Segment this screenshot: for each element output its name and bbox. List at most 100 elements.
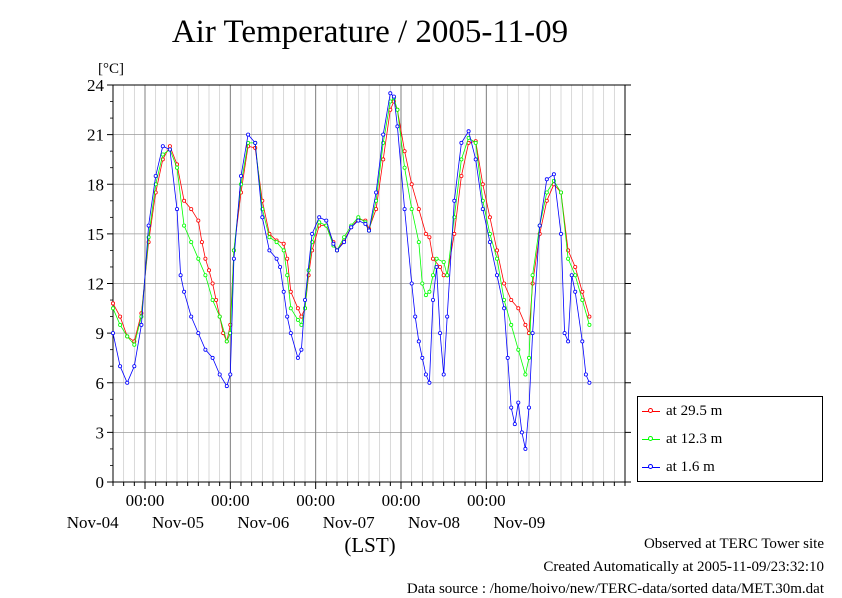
data-point: [139, 314, 144, 319]
data-point: [580, 289, 585, 294]
data-point: [562, 331, 567, 336]
data-point: [267, 248, 272, 253]
data-point: [299, 322, 304, 327]
data-point: [569, 273, 574, 278]
legend-marker-1-6m: [642, 460, 660, 474]
data-point: [445, 314, 450, 319]
data-point: [111, 331, 116, 336]
data-point: [459, 157, 464, 162]
data-point: [494, 248, 499, 253]
data-point: [459, 173, 464, 178]
data-point: [402, 165, 407, 170]
data-point: [217, 372, 222, 377]
data-point: [423, 293, 428, 298]
data-point: [516, 347, 521, 352]
data-point: [566, 256, 571, 261]
data-point: [210, 281, 215, 286]
data-point: [494, 256, 499, 261]
data-point: [274, 256, 279, 261]
data-point: [519, 430, 524, 435]
footer-source: Data source : /home/hoivo/new/TERC-data/…: [406, 581, 824, 597]
data-point: [427, 380, 432, 385]
data-point: [189, 314, 194, 319]
data-point: [580, 339, 585, 344]
data-point: [445, 273, 450, 278]
data-point: [487, 240, 492, 245]
data-point: [559, 190, 564, 195]
y-tick-label: 6: [96, 374, 105, 393]
data-point: [509, 405, 514, 410]
x-tick-label: 00:00: [296, 491, 335, 510]
data-point: [438, 264, 443, 269]
data-point: [587, 322, 592, 327]
x-tick-label: 00:00: [126, 491, 165, 510]
y-axis-label: [°C]: [98, 61, 124, 77]
data-point: [285, 256, 290, 261]
data-point: [356, 218, 361, 223]
data-point: [416, 339, 421, 344]
data-point: [587, 314, 592, 319]
data-point: [295, 355, 300, 360]
legend-label: at 1.6 m: [666, 458, 715, 475]
data-point: [167, 147, 172, 152]
data-point: [278, 264, 283, 269]
data-point: [342, 235, 347, 240]
footer-site: Observed at TERC Tower site: [643, 536, 824, 552]
data-point: [324, 218, 329, 223]
data-point: [516, 400, 521, 405]
data-point: [310, 231, 315, 236]
data-point: [487, 215, 492, 220]
footer-created: Created Automatically at 2005-11-09/23:3…: [543, 559, 824, 575]
data-point: [374, 190, 379, 195]
data-point: [189, 240, 194, 245]
y-tick-label: 12: [87, 275, 104, 294]
data-point: [342, 240, 347, 245]
x-day-label: Nov-04: [67, 513, 119, 532]
x-tick-label: 00:00: [467, 491, 506, 510]
data-point: [203, 273, 208, 278]
data-point: [527, 405, 532, 410]
data-point: [423, 231, 428, 236]
data-point: [434, 264, 439, 269]
data-point: [281, 248, 286, 253]
data-point: [288, 331, 293, 336]
data-point: [203, 347, 208, 352]
data-point: [334, 248, 339, 253]
data-point: [509, 322, 514, 327]
data-point: [299, 314, 304, 319]
data-point: [182, 289, 187, 294]
data-point: [523, 372, 528, 377]
data-point: [423, 372, 428, 377]
data-point: [430, 273, 435, 278]
data-point: [118, 364, 123, 369]
data-point: [285, 273, 290, 278]
data-point: [505, 355, 510, 360]
x-day-label: Nov-06: [237, 513, 289, 532]
data-point: [409, 182, 414, 187]
data-point: [302, 306, 307, 311]
data-point: [295, 317, 300, 322]
data-point: [452, 231, 457, 236]
data-point: [441, 273, 446, 278]
data-point: [178, 273, 183, 278]
data-point: [480, 207, 485, 212]
data-point: [551, 172, 556, 177]
data-point: [285, 314, 290, 319]
data-point: [182, 198, 187, 203]
y-tick-label: 18: [87, 175, 104, 194]
legend-item-12-3m: at 12.3 m: [642, 429, 722, 449]
data-point: [224, 384, 229, 389]
data-point: [473, 140, 478, 145]
data-point: [260, 215, 265, 220]
data-point: [203, 256, 208, 261]
data-point: [544, 190, 549, 195]
data-point: [530, 331, 535, 336]
y-tick-label: 3: [96, 423, 105, 442]
data-point: [125, 380, 130, 385]
data-point: [512, 422, 517, 427]
data-point: [231, 256, 236, 261]
data-point: [356, 215, 361, 220]
legend: at 29.5 m at 12.3 m at 1.6 m: [637, 396, 823, 482]
data-point: [580, 297, 585, 302]
